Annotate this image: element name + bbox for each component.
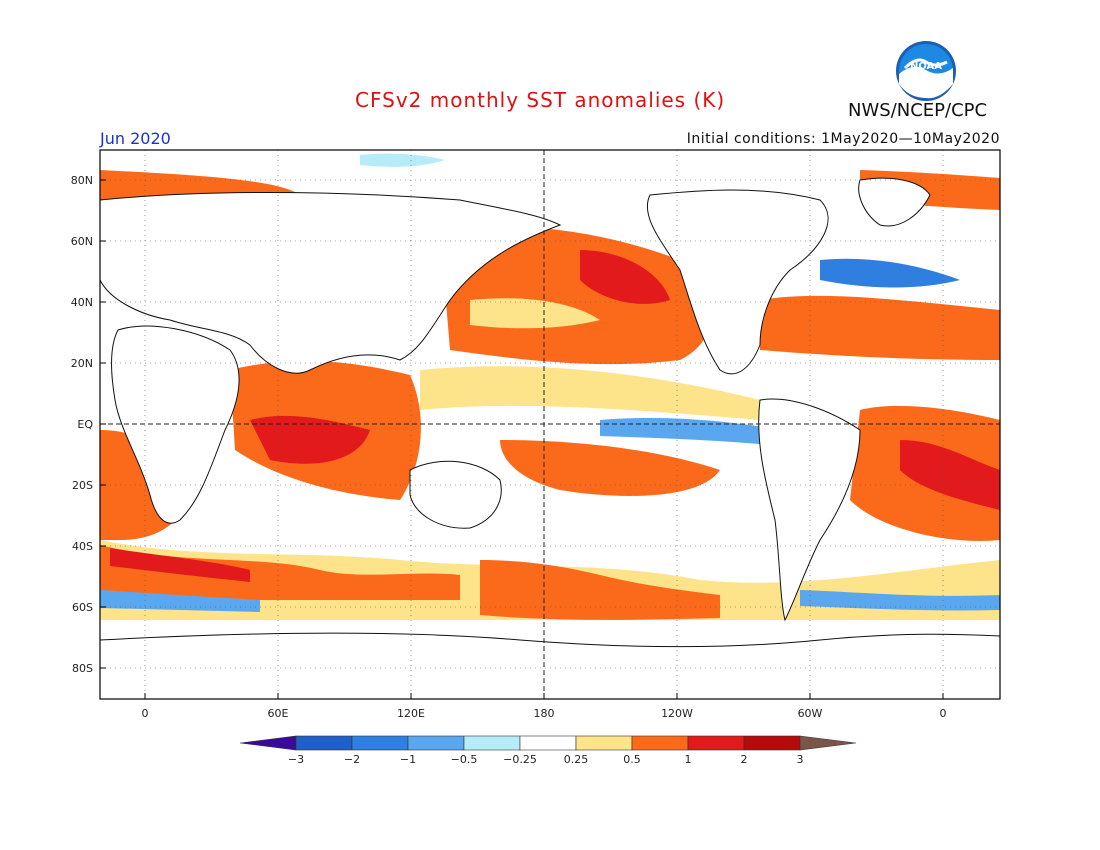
colorbar-label: −3 [288,753,304,766]
colorbar-segment [408,736,464,750]
lat-label: 20N [71,357,93,370]
colorbar-label: 3 [797,753,804,766]
lat-label: 80S [72,662,93,675]
lon-labels: 0 60E 120E 180 120W 60W 0 [142,707,947,720]
lat-label: 40N [71,296,93,309]
colorbar-label: 0.5 [623,753,641,766]
lon-label: 120W [661,707,693,720]
lat-label: 20S [72,479,93,492]
colorbar-segment [744,736,800,750]
colorbar: −3 −2 −1 −0.5 −0.25 0.25 0.5 1 2 3 [240,736,856,766]
colorbar-label: −2 [344,753,360,766]
lat-label: 40S [72,540,93,553]
colorbar-label: −0.5 [451,753,478,766]
lon-label: 0 [142,707,149,720]
colorbar-segment [296,736,352,750]
colorbar-segment [464,736,520,750]
colorbar-label: 1 [685,753,692,766]
colorbar-segment [632,736,688,750]
colorbar-segment [520,736,576,750]
colorbar-segment [576,736,632,750]
lon-label: 60E [268,707,289,720]
colorbar-label: −0.25 [503,753,537,766]
colorbar-arrow-low [240,736,296,750]
lat-label: 60N [71,235,93,248]
lat-label: 60S [72,601,93,614]
lon-label: 180 [534,707,555,720]
lat-label: EQ [77,418,93,431]
lon-label: 60W [798,707,823,720]
colorbar-segment [688,736,744,750]
sst-map: 80N 60N 40N 20N EQ 20S 40S 60S 80S 0 60E… [0,0,1100,850]
lon-label: 120E [397,707,425,720]
lon-label: 0 [940,707,947,720]
lat-labels: 80N 60N 40N 20N EQ 20S 40S 60S 80S [71,174,94,675]
colorbar-segment [352,736,408,750]
colorbar-label: −1 [400,753,416,766]
antarctica-outline [100,633,1000,699]
lat-label: 80N [71,174,93,187]
colorbar-label: 2 [741,753,748,766]
colorbar-label: 0.25 [564,753,589,766]
colorbar-arrow-high [800,736,856,750]
